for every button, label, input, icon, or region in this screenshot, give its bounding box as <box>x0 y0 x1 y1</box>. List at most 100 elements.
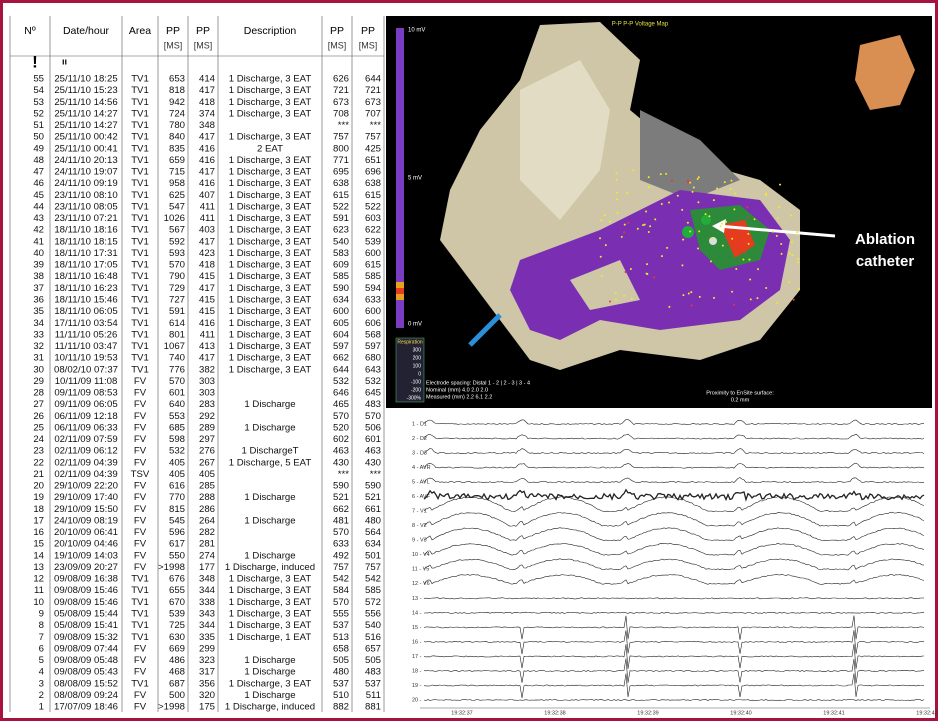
table-cell: 958 <box>169 178 185 189</box>
map-point <box>661 255 663 257</box>
map-point <box>649 225 651 227</box>
table-cell: 415 <box>199 306 215 317</box>
table-cell: 1 Discharge <box>244 667 295 678</box>
table-cell: 43 <box>33 213 44 224</box>
table-cell: 23/09/09 20:27 <box>54 562 118 573</box>
map-point <box>691 304 693 306</box>
table-cell: 11/11/10 03:47 <box>55 341 118 352</box>
map-point <box>615 299 617 301</box>
table-cell: 590 <box>333 283 349 294</box>
map-point <box>624 271 626 273</box>
table-cell: 303 <box>199 388 215 399</box>
table-cell: 09/08/09 16:38 <box>54 574 118 585</box>
table-cell: TV1 <box>131 108 149 119</box>
table-cell: 14 <box>33 550 44 561</box>
table-cell: 602 <box>333 434 349 445</box>
table-cell: 1067 <box>164 341 185 352</box>
table-cell: 757 <box>333 132 349 143</box>
table-cell: 13 <box>33 562 44 573</box>
table-cell: 2 <box>39 690 44 701</box>
table-cell: 532 <box>365 376 381 387</box>
table-cell: 36 <box>33 294 44 305</box>
map-point <box>648 231 650 233</box>
table-cell: 25/11/10 00:42 <box>54 132 117 143</box>
table-cell: 1 Discharge, 3 EAT <box>229 225 312 236</box>
table-cell: FV <box>134 702 147 713</box>
map-point <box>731 238 733 240</box>
map-point <box>779 184 781 186</box>
table-cell: 687 <box>169 678 185 689</box>
table-cell: 616 <box>169 481 185 492</box>
map-point <box>646 273 648 275</box>
map-point <box>778 206 780 208</box>
figure: NºDate/hourAreaPP[MS]PP[MS]DescriptionPP… <box>0 0 938 721</box>
table-cell: 1 Discharge, 3 EAT <box>229 294 312 305</box>
table-cell: FV <box>134 667 147 678</box>
channel-label: 17 - <box>412 654 422 660</box>
table-cell: 41 <box>33 236 44 247</box>
table-cell: 1 Discharge, 3 EAT <box>229 318 312 329</box>
table-cell: 31 <box>33 353 44 364</box>
table-cell: 840 <box>169 132 185 143</box>
electrode-text: Measured (mm) 2.2 6.1 2.2 <box>426 394 492 400</box>
table-cell: 1 Discharge, 3 EAT <box>229 283 312 294</box>
channel-label: 14 - <box>412 610 422 616</box>
table-cell: 721 <box>333 85 349 96</box>
table-cell: 27 <box>33 399 44 410</box>
table-cell: 430 <box>365 457 381 468</box>
table-cell: 28 <box>33 388 44 399</box>
channel-label: 13 - <box>412 596 422 602</box>
table-cell: 506 <box>365 422 381 433</box>
table-cell: 24 <box>33 434 44 445</box>
table-cell: 17/07/09 18:46 <box>54 702 118 713</box>
table-cell: 411 <box>200 329 215 340</box>
map-point <box>756 297 758 299</box>
table-cell: FV <box>134 399 147 410</box>
respiration-label: 200 <box>413 355 422 361</box>
map-point <box>687 222 689 224</box>
table-cell: TV1 <box>131 678 149 689</box>
table-cell: 740 <box>169 353 185 364</box>
table-cell: 550 <box>169 550 185 561</box>
map-point <box>631 298 633 300</box>
time-label: 19:32:40 <box>730 710 751 716</box>
table-cell: 18/11/10 15:46 <box>54 294 117 305</box>
map-point <box>668 306 670 308</box>
proximity-text: Proximity to EnSite surface: <box>706 390 774 396</box>
table-cell: TV1 <box>131 201 149 212</box>
table-cell: 483 <box>365 399 381 410</box>
table-cell: 407 <box>199 190 215 201</box>
table-cell: 38 <box>33 271 44 282</box>
table-cell: TV1 <box>131 306 149 317</box>
table-cell: 537 <box>333 620 349 631</box>
table-cell: 801 <box>169 329 185 340</box>
alert-mark: ! <box>32 52 38 71</box>
channel-label: 2 - D2 <box>412 436 427 442</box>
table-cell: 49 <box>33 143 44 154</box>
table-cell: 570 <box>169 260 185 271</box>
map-point <box>690 291 692 293</box>
table-cell: 537 <box>365 678 381 689</box>
table-cell: 1 Discharge, 3 EAT <box>229 85 312 96</box>
table-cell: 818 <box>169 85 185 96</box>
table-cell: 1 Discharge, 3 EAT <box>229 248 312 259</box>
table-cell: 297 <box>199 434 215 445</box>
table-cell: 02/11/09 04:39 <box>54 457 117 468</box>
table-cell: 669 <box>169 643 185 654</box>
table-cell: 344 <box>199 585 216 596</box>
table-cell: 1 Discharge, 3 EAT <box>229 597 312 608</box>
map-point <box>754 218 756 220</box>
table-cell: 317 <box>199 667 215 678</box>
table-cell: 348 <box>199 574 215 585</box>
map-point <box>697 248 699 250</box>
map-point <box>735 268 737 270</box>
table-cell: 585 <box>333 271 349 282</box>
table-cell: 1 Discharge, 3 EAT <box>229 178 312 189</box>
table-cell: FV <box>134 504 147 515</box>
map-point <box>710 260 712 262</box>
table-cell: 501 <box>365 550 381 561</box>
table-cell: FV <box>134 422 147 433</box>
table-cell: FV <box>134 515 147 526</box>
table-cell: 539 <box>365 236 381 247</box>
table-cell: 54 <box>33 85 44 96</box>
